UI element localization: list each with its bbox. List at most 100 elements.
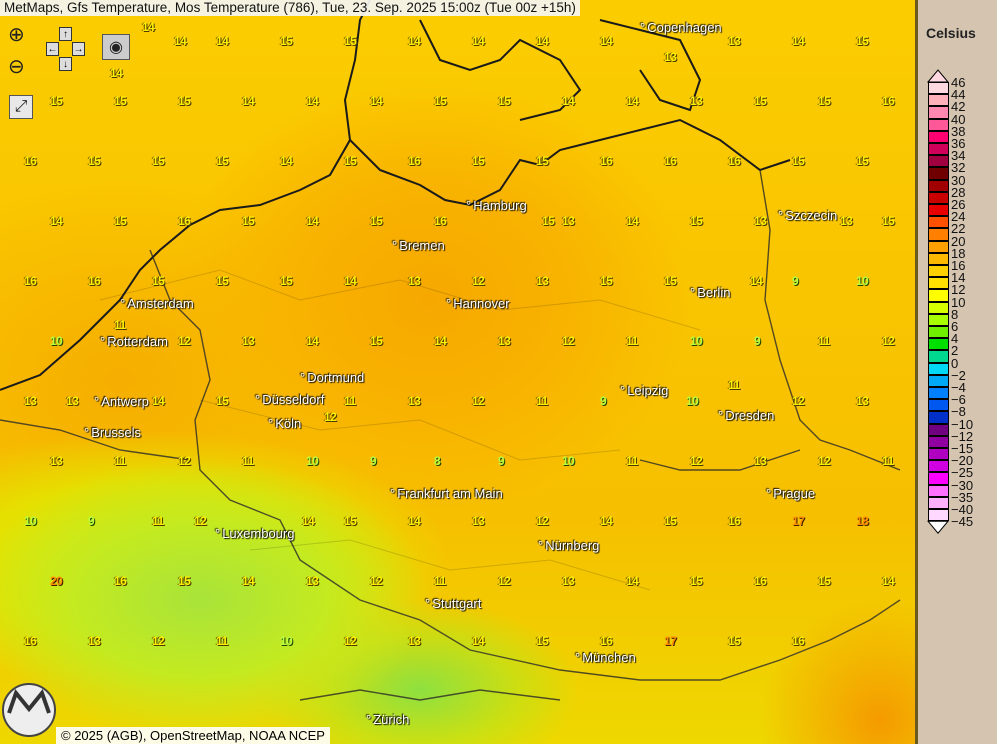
station-temperature: 10 xyxy=(306,454,319,468)
map-title: MetMaps, Gfs Temperature, Mos Temperatur… xyxy=(0,0,580,16)
station-temperature: 11 xyxy=(152,514,164,528)
station-temperature: 13 xyxy=(66,394,79,408)
station-temperature: 15 xyxy=(728,634,741,648)
station-temperature: 20 xyxy=(50,574,63,588)
station-temperature: 12 xyxy=(792,394,805,408)
legend-swatch xyxy=(928,277,949,290)
station-temperature: 16 xyxy=(792,634,805,648)
station-temperature: 13 xyxy=(690,94,703,108)
weather-map[interactable]: 14 14 14 14 15 15 14 14 14 14 13 13 14 15 15 15 15 14 14 14… xyxy=(0,0,915,744)
legend-label: 6 xyxy=(951,319,959,334)
station-temperature: 15 xyxy=(690,574,703,588)
legend-swatch xyxy=(928,362,949,375)
station-temperature: 13 xyxy=(562,214,575,228)
station-temperature: 14 xyxy=(216,34,229,48)
station-temperature: 16 xyxy=(114,574,127,588)
station-temperature: 11 xyxy=(626,454,638,468)
pan-left-button[interactable]: ← xyxy=(46,42,59,56)
station-temperature: 18 xyxy=(856,514,869,528)
station-temperature: 11 xyxy=(882,454,894,468)
legend-swatch xyxy=(928,350,949,363)
station-temperature: 13 xyxy=(536,274,549,288)
legend-label: 30 xyxy=(951,172,966,188)
station-temperature: 15 xyxy=(754,94,767,108)
station-temperature: 13 xyxy=(408,634,421,648)
station-temperature: 12 xyxy=(498,574,511,588)
pan-up-button[interactable]: ↑ xyxy=(59,27,72,41)
station-temperature: 13 xyxy=(664,50,677,64)
station-temperature: 15 xyxy=(178,574,191,588)
station-temperature: 13 xyxy=(88,634,101,648)
legend-swatch xyxy=(928,106,949,119)
station-temperature: 15 xyxy=(344,154,357,168)
station-temperature: 10 xyxy=(690,334,703,348)
station-temperature: 14 xyxy=(408,514,421,528)
legend-swatch xyxy=(928,423,949,436)
legend-swatch xyxy=(928,228,949,241)
station-temperature: 11 xyxy=(818,334,830,348)
legend-label: 0 xyxy=(951,355,959,371)
zoom-out-icon[interactable]: ⊖ xyxy=(8,56,25,78)
station-temperature: 13 xyxy=(472,514,485,528)
station-temperature: 14 xyxy=(242,574,255,588)
legend-swatch xyxy=(928,118,949,131)
station-temperature: 9 xyxy=(88,514,95,528)
station-temperature: 17 xyxy=(792,514,805,528)
legend-swatch xyxy=(928,387,949,400)
legend-swatch xyxy=(928,94,949,107)
legend-swatch xyxy=(928,509,949,522)
legend-swatch xyxy=(928,484,949,497)
station-temperature: 13 xyxy=(408,274,421,288)
station-temperature: 14 xyxy=(306,334,319,348)
zoom-in-icon[interactable]: ⊕ xyxy=(8,24,25,46)
station-temperature: 15 xyxy=(664,274,677,288)
station-temperature: 15 xyxy=(690,214,703,228)
station-temperature: 15 xyxy=(216,394,229,408)
station-temperature: 16 xyxy=(600,634,613,648)
pan-control[interactable]: ↑ ← → ↓ xyxy=(44,27,100,73)
station-temperature: 15 xyxy=(600,274,613,288)
legend-swatch xyxy=(928,460,949,473)
legend-label: 40 xyxy=(951,111,966,127)
legend-label: 46 xyxy=(951,75,966,90)
legend-swatch xyxy=(928,265,949,278)
station-temperature: 15 xyxy=(50,94,63,108)
legend-swatch xyxy=(928,496,949,509)
city-label: Prague xyxy=(766,486,815,501)
legend-swatch xyxy=(928,216,949,229)
station-temperature: 13 xyxy=(856,394,869,408)
legend-label: −20 xyxy=(951,453,974,469)
station-temperature: 15 xyxy=(280,34,293,48)
station-temperature: 12 xyxy=(324,410,337,424)
station-temperature: 11 xyxy=(242,454,254,468)
legend-label: 36 xyxy=(951,136,966,151)
city-label: Leipzig xyxy=(620,383,668,398)
station-temperature: 16 xyxy=(728,514,741,528)
station-temperature: 14 xyxy=(344,274,357,288)
city-label: Dresden xyxy=(718,408,774,423)
station-temperature: 10 xyxy=(856,274,869,288)
station-temperature: 12 xyxy=(472,274,485,288)
station-temperature: 14 xyxy=(562,94,575,108)
coastline-borders xyxy=(0,0,901,701)
legend-swatch xyxy=(928,472,949,485)
station-temperature: 14 xyxy=(306,94,319,108)
legend-swatch xyxy=(928,82,949,95)
legend-label: 14 xyxy=(951,270,966,286)
legend-swatch xyxy=(928,301,949,314)
camera-icon[interactable]: ◉ xyxy=(102,34,130,60)
station-temperature: 13 xyxy=(562,574,575,588)
legend-label: −12 xyxy=(951,428,974,444)
temperature-legend: Celsius 46 44 42 40 38 36 34 32 30 28 26 24 22 20 18 16… xyxy=(915,0,997,744)
station-temperature: 14 xyxy=(750,274,763,288)
station-temperature: 13 xyxy=(408,394,421,408)
station-temperature: 14 xyxy=(626,94,639,108)
copyright-text: © 2025 (AGB), OpenStreetMap, NOAA NCEP xyxy=(56,727,330,744)
station-temperature: 13 xyxy=(242,334,255,348)
pan-down-button[interactable]: ↓ xyxy=(59,57,72,71)
legend-swatch xyxy=(928,155,949,168)
legend-swatch xyxy=(928,130,949,143)
fullscreen-icon[interactable]: ⤢ xyxy=(9,95,33,119)
city-label: Amsterdam xyxy=(120,296,193,311)
pan-right-button[interactable]: → xyxy=(72,42,85,56)
